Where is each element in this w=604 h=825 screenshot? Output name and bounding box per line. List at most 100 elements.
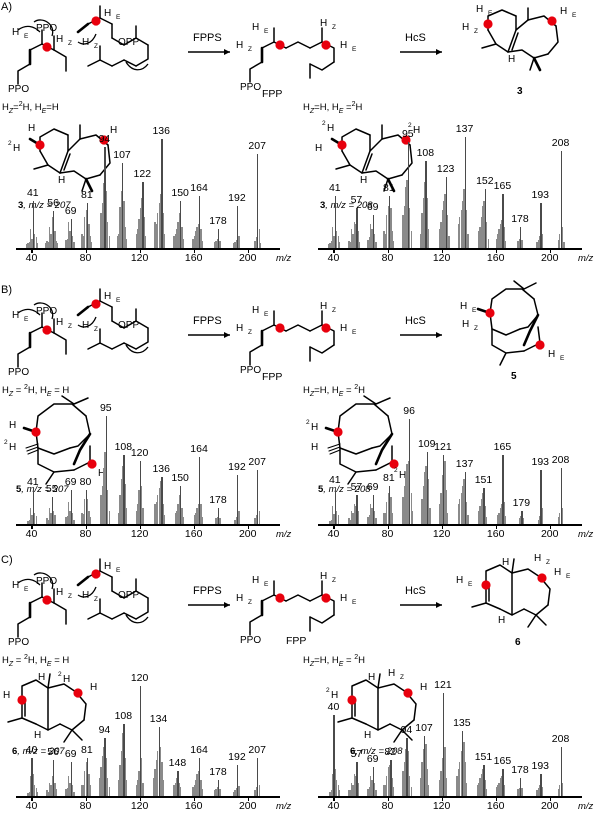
spectrum-peak	[34, 784, 36, 796]
spectrum-peak	[440, 771, 442, 796]
spectrum-peak	[442, 454, 445, 524]
spectrum-peak	[219, 789, 221, 796]
spectrum-peak	[521, 239, 523, 248]
spectrum-peak	[375, 242, 377, 248]
reaction-scheme-c: PPO PPO H E H E H Z H Z OPP	[0, 553, 604, 653]
peak-label: 57	[350, 193, 363, 206]
spectrum-peak	[81, 784, 83, 796]
spectrum-peak	[70, 762, 72, 796]
spectrum-peak	[173, 784, 175, 796]
he-sub-p6: E	[468, 581, 473, 588]
spectrum-peak	[195, 780, 197, 796]
hz-label-fpp: H	[236, 593, 243, 604]
spectrum-peak	[424, 735, 426, 796]
spectrum-peak	[86, 499, 89, 524]
spectrum-peak	[217, 229, 220, 248]
svg-text:2: 2	[408, 122, 412, 129]
spectrum-peak	[383, 512, 385, 524]
spectrum-peak	[53, 510, 55, 524]
peak-label: 165	[493, 179, 512, 192]
h-label-p3: H	[508, 54, 515, 65]
peak-label: 69	[64, 748, 77, 761]
peak-label: 152	[476, 175, 494, 187]
panel-c-label: C)	[1, 554, 13, 566]
spectrum-peak	[422, 198, 424, 248]
peak-label: 120	[130, 672, 149, 685]
spectrum-peak	[540, 773, 542, 796]
spectrum-peak	[409, 207, 411, 248]
spectrum-peak	[157, 212, 159, 248]
axis-tick-label: 200	[540, 800, 559, 812]
peak-label: 178	[511, 764, 529, 777]
spectrum-peak	[352, 784, 354, 796]
hz-label-2: H	[82, 320, 89, 331]
mechanism-arrow	[125, 614, 149, 624]
spectrum-peak	[403, 205, 406, 248]
ppo-label-fpp: PPO	[240, 635, 261, 646]
spectrum-peak	[384, 512, 387, 524]
spectrum-peak	[67, 501, 70, 524]
spectrum-peak	[119, 764, 121, 796]
hz-sub-fpp2: Z	[332, 577, 336, 584]
spectrum-peak	[47, 791, 49, 796]
h-label-2: H	[110, 125, 117, 136]
spectrum-peak	[348, 790, 350, 796]
spectrum-peak	[407, 461, 410, 524]
spectrum-peak	[465, 782, 468, 796]
svg-text:H: H	[315, 143, 322, 154]
spectrum-peak	[459, 499, 461, 524]
spectrum-peak	[101, 485, 104, 524]
peak-label: 136	[152, 125, 170, 138]
spectrum-peak	[217, 508, 220, 524]
compound-bold: 5	[16, 484, 22, 495]
spectrum-peak	[438, 229, 441, 248]
axis-tick-label: 120	[130, 800, 149, 812]
axis-tick-label: 120	[432, 528, 451, 540]
spectrum-peak	[505, 516, 507, 524]
svg-text:H: H	[331, 690, 338, 701]
spectrum-peak	[428, 229, 430, 248]
product-6-skeleton	[471, 558, 551, 628]
structure-caption-c-right: 6, m/z = 208	[350, 746, 403, 757]
compound-mz: , m/z = 208	[325, 200, 373, 211]
spectrum-peak	[27, 792, 29, 796]
spectrum-peak	[483, 488, 485, 524]
spectrum-peak	[215, 240, 217, 248]
spectrum-peak	[100, 494, 102, 524]
spectrum-peak	[28, 791, 31, 796]
spectrum-peak	[419, 778, 422, 796]
svg-text:H: H	[38, 672, 45, 683]
spectrum-peak	[409, 775, 411, 796]
spectrum-peak	[329, 791, 331, 796]
compound-mz: , m/z = 208	[323, 484, 371, 495]
hz-label-2: H	[82, 37, 89, 48]
opp-label: OPP	[118, 590, 139, 601]
spectrum-peak	[388, 196, 391, 248]
hz-subscript-2: Z	[94, 596, 98, 603]
peak-label: 122	[133, 167, 152, 180]
svg-text:2: 2	[322, 120, 326, 127]
spectrum-peak	[67, 222, 70, 248]
condition-b-left: HZ = 2H, HE = H	[2, 384, 70, 399]
spectrum-peak	[372, 494, 374, 524]
spectrum-peak	[351, 782, 353, 796]
h-label-p6b: H	[498, 615, 505, 626]
mechanism-arrow	[33, 572, 54, 590]
he-label-fpp2: H	[340, 40, 347, 51]
hz-label-fpp2: H	[320, 571, 327, 582]
spectrum-peak	[135, 233, 137, 248]
peak-label: 151	[474, 474, 493, 487]
spectrum-peak	[356, 494, 358, 524]
spectrum-peak	[384, 233, 387, 248]
peak-label: 69	[64, 204, 77, 217]
spectrum-peak	[35, 516, 37, 524]
spectrum-peak	[177, 771, 179, 796]
spectrum-peak	[101, 203, 104, 248]
spectrum-peak	[495, 787, 497, 796]
condition-b-right: HZ=H, HE = 2H	[303, 384, 365, 399]
spectrum-peak	[440, 492, 442, 524]
spectrum-peak	[333, 236, 335, 248]
spectrum-peak	[369, 224, 372, 248]
spectrum-peak	[457, 769, 460, 796]
peak-label: 150	[171, 471, 189, 484]
